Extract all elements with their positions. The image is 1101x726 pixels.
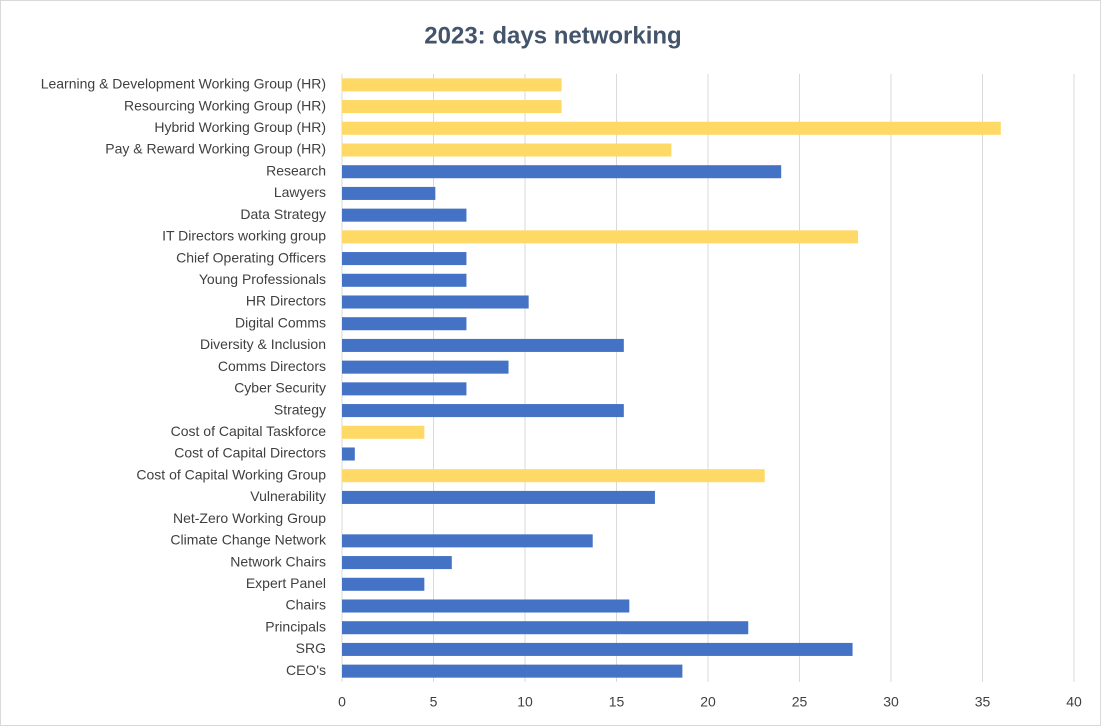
y-tick-label: Expert Panel <box>246 575 326 591</box>
bar <box>342 534 593 548</box>
bar <box>342 338 624 352</box>
y-tick-label: Cost of Capital Taskforce <box>171 423 327 439</box>
bar <box>342 556 452 570</box>
y-tick-label: Cyber Security <box>234 380 326 396</box>
bar <box>342 121 1001 135</box>
y-tick-label: Chief Operating Officers <box>176 249 326 265</box>
y-tick-label: Resourcing Working Group (HR) <box>124 97 326 113</box>
y-tick-label: Research <box>266 162 326 178</box>
y-tick-label: Chairs <box>286 597 326 613</box>
x-tick-label: 25 <box>792 694 808 710</box>
bar <box>342 469 765 483</box>
x-tick-label: 15 <box>609 694 625 710</box>
bar <box>342 621 749 635</box>
bar <box>342 599 630 613</box>
bar <box>342 295 529 309</box>
y-tick-label: Learning & Development Working Group (HR… <box>41 76 326 92</box>
bar <box>342 642 853 656</box>
y-tick-label: Climate Change Network <box>170 532 327 548</box>
bar <box>342 252 467 266</box>
bar <box>342 360 509 374</box>
bar <box>342 404 624 418</box>
x-tick-label: 40 <box>1066 694 1082 710</box>
bar <box>342 664 683 678</box>
bar <box>342 186 436 200</box>
y-tick-label: Cost of Capital Working Group <box>136 466 326 482</box>
bar <box>342 273 467 287</box>
chart-title: 2023: days networking <box>424 22 681 49</box>
bar <box>342 425 425 439</box>
x-tick-label: 5 <box>430 694 438 710</box>
bar <box>342 490 655 504</box>
x-tick-label: 30 <box>883 694 899 710</box>
bar <box>342 165 782 179</box>
y-tick-label: Comms Directors <box>218 358 326 374</box>
y-tick-label: Lawyers <box>274 184 326 200</box>
bar <box>342 447 355 461</box>
bar <box>342 317 467 331</box>
y-tick-label: Digital Comms <box>235 314 326 330</box>
bar <box>342 382 467 396</box>
x-tick-label: 10 <box>517 694 533 710</box>
y-tick-label: Network Chairs <box>230 553 326 569</box>
x-tick-label: 35 <box>975 694 991 710</box>
y-tick-label: CEO's <box>286 662 326 678</box>
y-tick-label: Diversity & Inclusion <box>200 336 326 352</box>
x-tick-label: 0 <box>338 694 346 710</box>
y-tick-label: Strategy <box>274 401 326 417</box>
y-tick-label: Net-Zero Working Group <box>173 510 326 526</box>
y-tick-label: Vulnerability <box>250 488 326 504</box>
bar <box>342 230 859 244</box>
y-tick-label: Cost of Capital Directors <box>174 445 326 461</box>
y-tick-label: SRG <box>296 640 326 656</box>
y-tick-label: Principals <box>265 618 326 634</box>
bar <box>342 577 425 591</box>
bar <box>342 100 562 114</box>
x-tick-label: 20 <box>700 694 716 710</box>
y-tick-label: Young Professionals <box>199 271 326 287</box>
y-tick-label: Data Strategy <box>240 206 326 222</box>
y-tick-label: IT Directors working group <box>162 228 326 244</box>
bar <box>342 143 672 157</box>
y-tick-label: HR Directors <box>246 293 326 309</box>
bar <box>342 208 467 222</box>
bar <box>342 78 562 92</box>
y-tick-label: Hybrid Working Group (HR) <box>154 119 326 135</box>
y-tick-label: Pay & Reward Working Group (HR) <box>105 141 326 157</box>
